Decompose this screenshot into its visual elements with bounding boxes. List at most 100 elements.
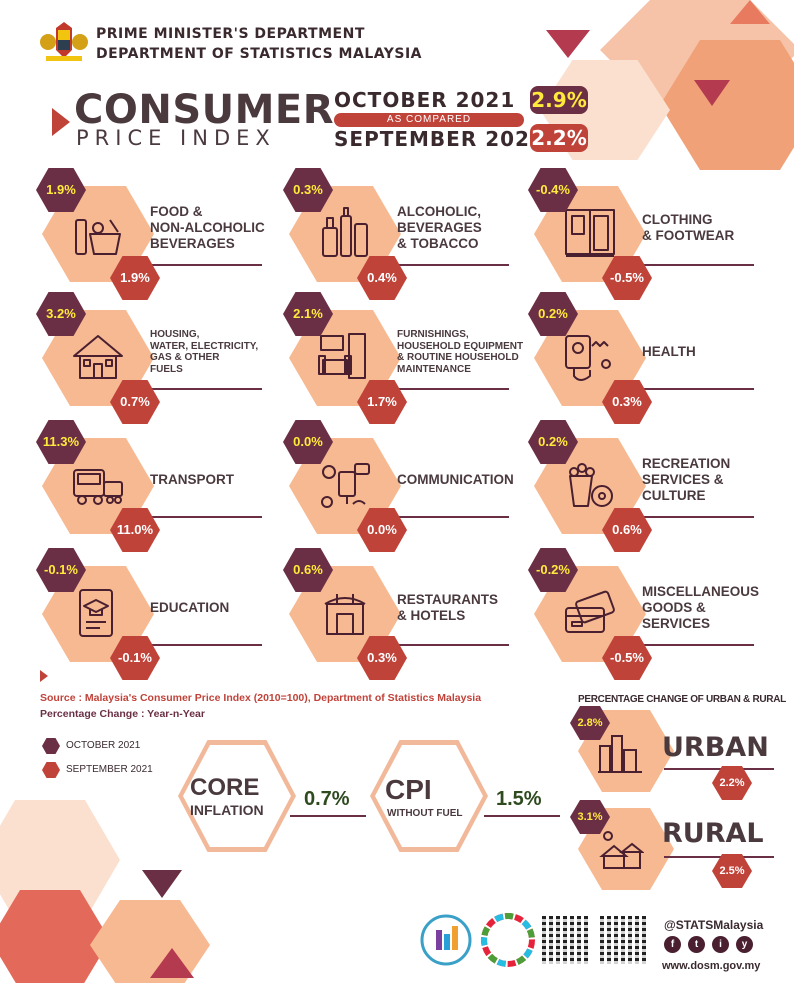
urban-sep-hex: 2.2% [712,766,752,800]
rural-label: RURAL [662,818,764,849]
category-underline [152,516,262,518]
core-title: CORE [190,774,260,801]
source-line: Source : Malaysia's Consumer Price Index… [40,692,482,704]
category-oct-value: 11.3% [36,420,86,464]
cpi-without-fuel-value: 1.5% [496,788,542,810]
category-label: HEALTH [642,344,696,359]
category-underline [399,264,509,266]
category-underline [152,644,262,646]
core-underline [290,815,366,817]
category-card: 0.3% 0.4% ALCOHOLIC, BEVERAGES & TOBACCO [283,168,532,300]
header-line1: PRIME MINISTER'S DEPARTMENT [96,26,365,42]
category-card: 11.3% 11.0% TRANSPORT [36,420,285,552]
category-label: FURNISHINGS, HOUSEHOLD EQUIPMENT & ROUTI… [397,329,524,375]
category-card: -0.2% -0.5% MISCELLANEOUS GOODS & SERVICES [528,548,777,680]
legend-september-swatch [42,762,60,778]
health-monitor-icon [562,330,618,386]
category-label: HOUSING, WATER, ELECTRICITY, GAS & OTHER… [150,329,259,375]
category-underline [152,264,262,266]
month-current: OCTOBER 2021 [334,88,516,112]
category-underline [644,644,754,646]
category-label: TRANSPORT [150,472,234,487]
percentage-change-note: Percentage Change : Year-n-Year [40,708,205,720]
twitter-icon[interactable]: t [688,936,705,953]
graduation-tablet-icon [70,586,126,642]
popcorn-film-icon [562,458,618,514]
category-card: 0.0% 0.0% COMMUNICATION [283,420,532,552]
value-current-badge: 2.9% [530,86,588,114]
rural-oct-hex: 3.1% [570,800,610,834]
urban-label: URBAN [662,732,769,763]
category-card: -0.1% -0.1% EDUCATION [36,548,285,680]
cpi-underline [484,815,560,817]
category-oct-value: 0.3% [283,168,333,212]
category-underline [644,264,754,266]
sdg-logo [480,912,536,968]
category-card: 1.9% 1.9% FOOD & NON-ALCOHOLIC BEVERAGES [36,168,285,300]
credit-card-icon [562,586,618,642]
bottles-icon [317,206,373,262]
legend-october-label: OCTOBER 2021 [66,740,141,751]
category-underline [399,644,509,646]
category-label: MISCELLANEOUS GOODS & SERVICES [642,584,760,631]
rural-sep-hex: 2.5% [712,854,752,888]
category-label: RECREATION SERVICES & CULTURE [642,456,731,503]
category-label: COMMUNICATION [397,472,514,487]
coat-of-arms-logo [38,20,90,64]
core-sub: INFLATION [190,802,264,818]
cpi-title: CPI [385,774,432,805]
legend-september-label: SEPTEMBER 2021 [66,764,153,775]
title-sub: PRICE INDEX [76,126,276,150]
category-card: 0.2% 0.6% RECREATION SERVICES & CULTURE [528,420,777,552]
decor-triangle-top [546,30,590,58]
website-link[interactable]: www.dosm.gov.my [662,960,761,972]
category-card: 0.6% 0.3% RESTAURANTS & HOTELS [283,548,532,680]
mycensus-logo [418,912,474,968]
legend-october-swatch [42,738,60,754]
as-compared-pill: AS COMPARED [334,113,524,127]
category-card: 2.1% 1.7% FURNISHINGS, HOUSEHOLD EQUIPMENT… [283,292,532,424]
category-card: 0.2% 0.3% HEALTH [528,292,777,424]
decor-triangle-bottom-2 [150,948,194,978]
city-icon [596,728,644,776]
youtube-icon[interactable]: y [736,936,753,953]
vehicles-icon [70,458,126,514]
category-label: EDUCATION [150,600,230,615]
restaurant-icon [317,586,373,642]
urban-oct-hex: 2.8% [570,706,610,740]
qr-code-1[interactable] [542,916,590,964]
month-previous: SEPTEMBER 2021 [334,127,545,151]
category-sep-value: 0.7% [110,380,160,424]
communication-icon [317,458,373,514]
groceries-icon [70,206,126,262]
category-label: RESTAURANTS & HOTELS [397,592,498,623]
category-underline [399,388,509,390]
decor-triangle-top-right-up [730,0,770,24]
category-card: -0.4% -0.5% CLOTHING & FOOTWEAR [528,168,777,300]
decor-triangle-bottom [142,870,182,898]
category-underline [644,388,754,390]
social-handle[interactable]: @STATSMalaysia [664,918,764,932]
category-card: 3.2% 0.7% HOUSING, WATER, ELECTRICITY, GAS… [36,292,285,424]
qr-code-2[interactable] [600,916,648,964]
category-sep-value: 0.4% [357,256,407,300]
category-oct-value: 3.2% [36,292,86,336]
category-oct-value: 0.0% [283,420,333,464]
core-inflation-value: 0.7% [304,788,350,810]
category-sep-value: 1.7% [357,380,407,424]
category-label: ALCOHOLIC, BEVERAGES & TOBACCO [397,204,482,251]
wardrobe-icon [562,206,618,262]
title-triangle-icon [52,108,70,136]
source-triangle-icon [40,670,48,682]
header-line2: DEPARTMENT OF STATISTICS MALAYSIA [96,46,423,62]
title-main: CONSUMER [74,87,335,133]
house-icon [70,330,126,386]
facebook-icon[interactable]: f [664,936,681,953]
value-previous-badge: 2.2% [530,124,588,152]
instagram-icon[interactable]: i [712,936,729,953]
category-label: CLOTHING & FOOTWEAR [642,212,735,243]
decor-triangle-top-right [694,80,730,106]
category-underline [399,516,509,518]
category-oct-value: 2.1% [283,292,333,336]
category-sep-value: 1.9% [110,256,160,300]
